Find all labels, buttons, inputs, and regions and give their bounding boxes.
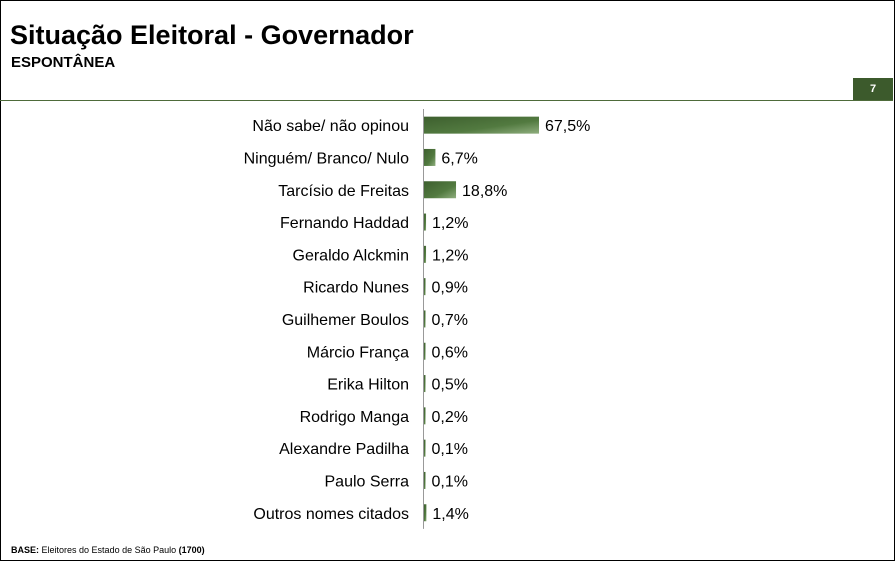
- category-label: Guilhemer Boulos: [282, 312, 409, 329]
- category-label: Alexandre Padilha: [279, 441, 409, 458]
- value-label: 0,1%: [432, 441, 468, 458]
- category-label: Ricardo Nunes: [303, 280, 409, 297]
- header-divider: [0, 100, 893, 101]
- category-label: Rodrigo Manga: [300, 409, 410, 426]
- bar: [424, 310, 426, 328]
- footer-base-count: (1700): [178, 545, 205, 555]
- category-label: Não sabe/ não opinou: [252, 118, 409, 135]
- bar: [424, 148, 436, 166]
- page-number-badge: 7: [853, 78, 893, 100]
- value-label: 1,2%: [432, 215, 468, 232]
- value-label: 1,2%: [432, 247, 468, 264]
- category-label: Geraldo Alckmin: [293, 247, 410, 264]
- value-label: 18,8%: [462, 183, 507, 200]
- category-label: Paulo Serra: [325, 473, 410, 490]
- footer-base: BASE: Eleitores do Estado de São Paulo (…: [11, 545, 205, 555]
- page-subtitle: ESPONTÂNEA: [11, 54, 116, 71]
- category-label: Márcio França: [307, 344, 409, 361]
- bar: [424, 116, 539, 134]
- bar: [424, 245, 427, 263]
- footer-base-text: Eleitores do Estado de São Paulo: [41, 545, 177, 555]
- bar: [424, 278, 426, 296]
- value-label: 0,7%: [432, 312, 468, 329]
- bars-group: Não sabe/ não opinou 67,5% Ninguém/ Branco…: [244, 116, 590, 523]
- bar: [424, 342, 426, 360]
- bar: [424, 504, 427, 522]
- value-label: 0,5%: [432, 377, 468, 394]
- category-label: Erika Hilton: [327, 377, 409, 394]
- page-title: Situação Eleitoral - Governador: [10, 20, 414, 50]
- category-label: Outros nomes citados: [253, 506, 409, 523]
- value-label: 0,9%: [432, 280, 468, 297]
- value-label: 67,5%: [545, 118, 590, 135]
- value-label: 0,1%: [432, 473, 468, 490]
- footer-base-label: BASE:: [11, 545, 40, 555]
- value-label: 0,6%: [432, 344, 468, 361]
- category-label: Tarcísio de Freitas: [278, 183, 409, 200]
- value-label: 0,2%: [432, 409, 468, 426]
- bar: [424, 213, 427, 231]
- bar: [424, 407, 426, 425]
- value-label: 1,4%: [432, 506, 468, 523]
- bar: [424, 181, 457, 199]
- value-label: 6,7%: [441, 150, 477, 167]
- bar: [424, 439, 426, 457]
- bar: [424, 471, 426, 489]
- bar: [424, 375, 426, 393]
- category-label: Ninguém/ Branco/ Nulo: [244, 150, 410, 167]
- category-label: Fernando Haddad: [280, 215, 409, 232]
